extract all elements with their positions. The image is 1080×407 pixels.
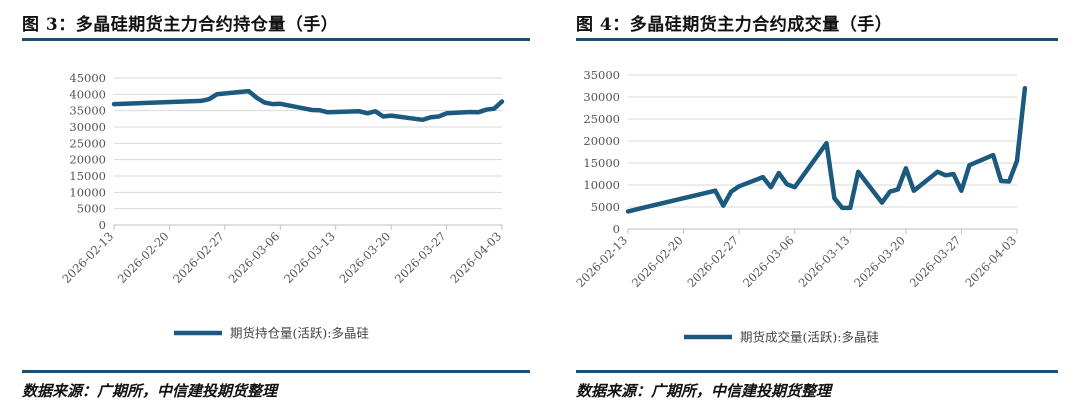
series-line xyxy=(111,88,505,123)
y-tick-label: 15000 xyxy=(69,169,106,183)
y-tick-label: 25000 xyxy=(583,112,620,126)
x-tick-label: 2026-03-06 xyxy=(226,229,283,286)
left-top-rule xyxy=(22,38,530,41)
y-tick-label: 5000 xyxy=(591,200,620,214)
y-tick-label: 20000 xyxy=(69,153,106,167)
y-tick-label: 10000 xyxy=(69,185,106,199)
y-tick-label: 35000 xyxy=(583,68,620,82)
y-tick-label: 40000 xyxy=(69,87,106,101)
x-tick-label: 2026-03-13 xyxy=(796,233,853,290)
y-tick-label: 45000 xyxy=(69,71,106,85)
right-top-rule xyxy=(576,38,1058,41)
x-tick-label: 2026-02-27 xyxy=(170,229,227,286)
series-line xyxy=(625,85,1028,214)
x-tick-label: 2026-03-20 xyxy=(336,229,393,286)
y-tick-label: 0 xyxy=(613,222,620,236)
y-tick-label: 30000 xyxy=(69,120,106,134)
y-tick-label: 10000 xyxy=(583,178,620,192)
x-tick-label: 2026-02-13 xyxy=(573,233,630,290)
x-tick-label: 2026-02-27 xyxy=(684,233,741,290)
right-volume-chart: 0 5000 10000 15000 20000 25000 30000 35000 2026-… xyxy=(573,68,1028,345)
right-bottom-rule xyxy=(576,370,1058,373)
left-bottom-rule xyxy=(22,370,530,373)
y-tick-label: 5000 xyxy=(77,202,106,216)
right-data-source: 数据来源：广期所，中信建投期货整理 xyxy=(576,382,832,400)
y-tick-label: 35000 xyxy=(69,104,106,118)
x-tick-label: 2026-03-20 xyxy=(851,233,908,290)
x-tick-label: 2026-03-13 xyxy=(281,229,338,286)
legend-label: 期货持仓量(活跃):多晶硅 xyxy=(230,326,369,341)
left-data-source: 数据来源：广期所，中信建投期货整理 xyxy=(22,382,278,400)
left-open-interest-chart: 0 5000 10000 15000 20000 25000 30000 35000 40000… xyxy=(59,71,505,341)
right-chart-panel: 图 4：多晶硅期货主力合约成交量（手） 0 5000 10000 15000 20000… xyxy=(573,0,1058,407)
y-tick-label: 20000 xyxy=(583,134,620,148)
x-tick-label: 2026-04-03 xyxy=(447,229,504,286)
x-tick-label: 2026-03-27 xyxy=(392,229,449,286)
x-tick-label: 2026-04-03 xyxy=(962,233,1019,290)
y-tick-label: 25000 xyxy=(69,136,106,150)
left-chart-title: 图 3：多晶硅期货主力合约持仓量（手） xyxy=(22,15,339,35)
x-tick-label: 2026-02-20 xyxy=(629,233,686,290)
x-tick-label: 2026-03-27 xyxy=(907,233,964,290)
left-chart-panel: 图 3：多晶硅期货主力合约持仓量（手） 0 5000 10000 15000 20000… xyxy=(22,0,530,407)
x-tick-label: 2026-02-13 xyxy=(59,229,116,286)
x-tick-label: 2026-02-20 xyxy=(115,229,172,286)
y-tick-label: 30000 xyxy=(583,90,620,104)
x-tick-label: 2026-03-06 xyxy=(740,233,797,290)
y-tick-label: 15000 xyxy=(583,156,620,170)
legend-label: 期货成交量(活跃):多晶硅 xyxy=(740,330,879,345)
y-tick-label: 0 xyxy=(99,218,106,232)
right-chart-title: 图 4：多晶硅期货主力合约成交量（手） xyxy=(576,15,893,35)
